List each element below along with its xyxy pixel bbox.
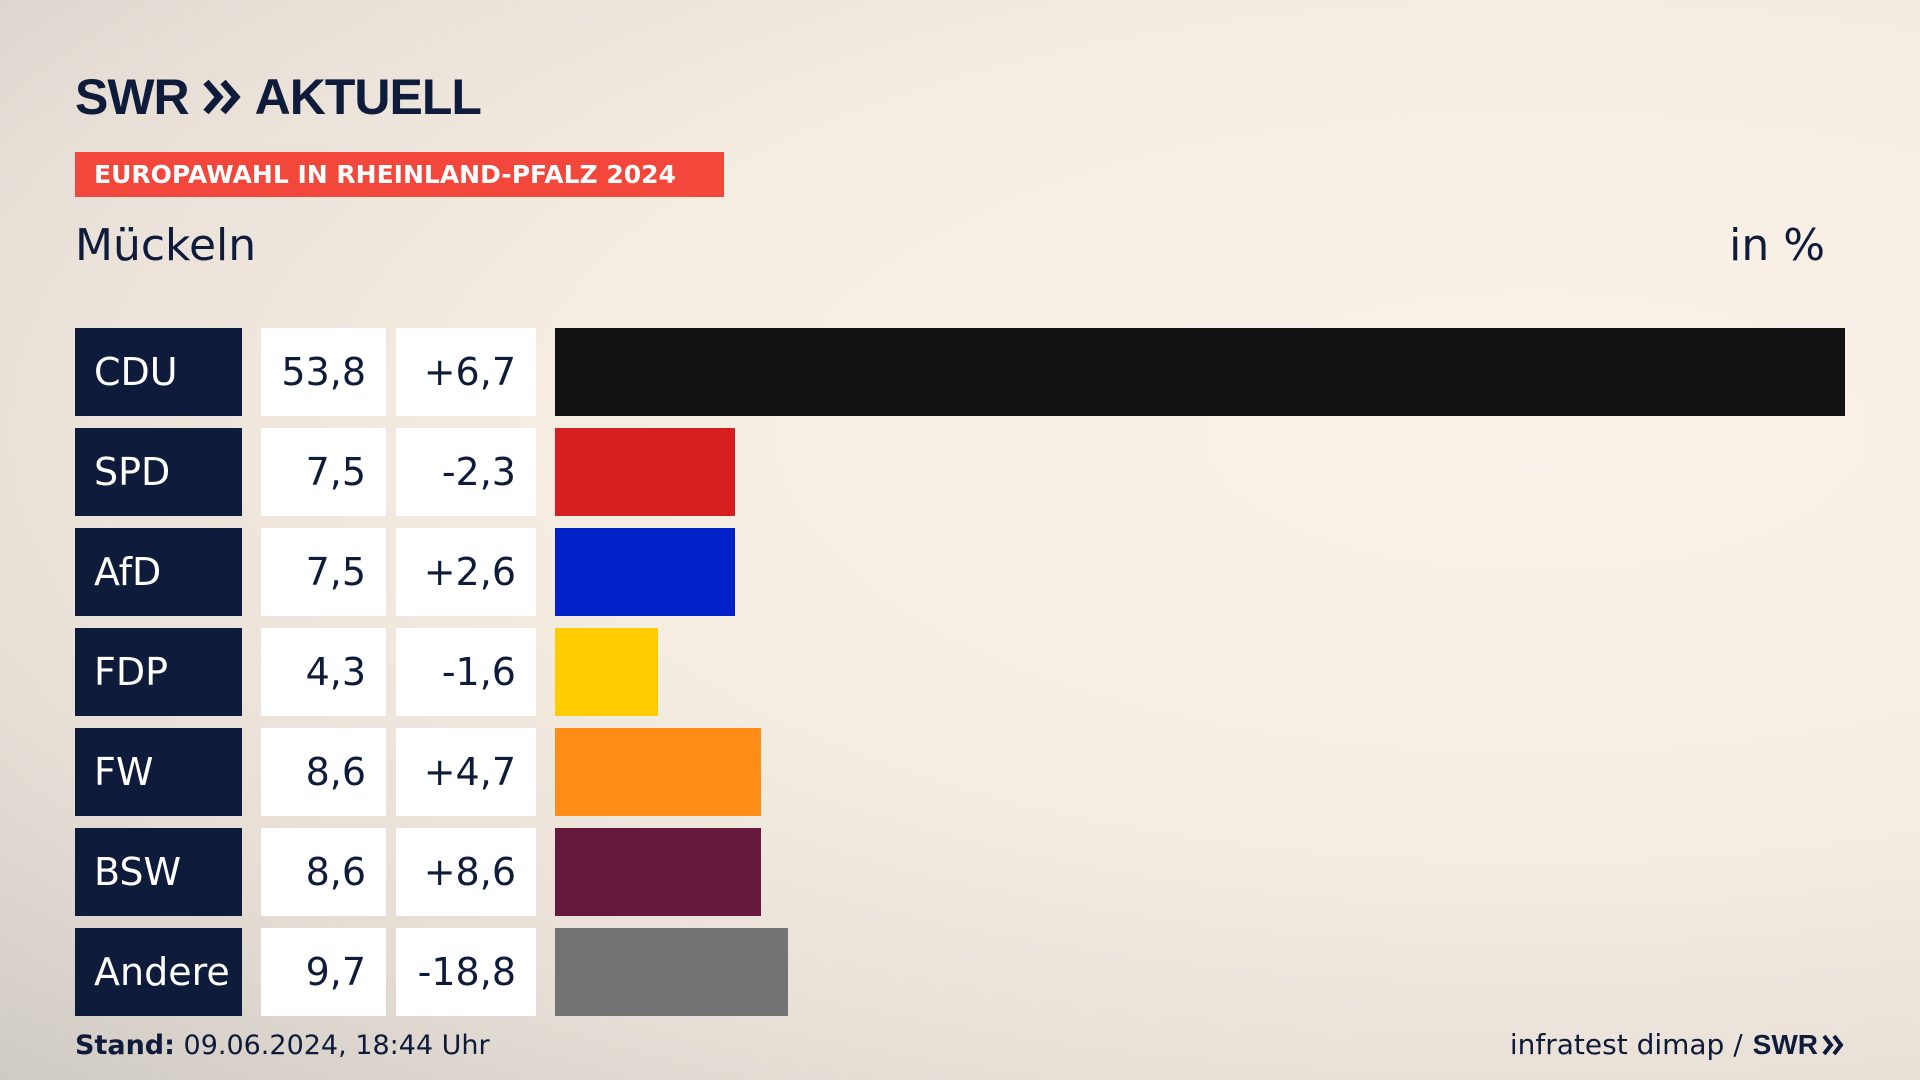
source-text: infratest dimap / <box>1509 1028 1743 1061</box>
value-label: 7,5 <box>261 428 386 516</box>
value-label: 8,6 <box>261 828 386 916</box>
bar <box>555 528 735 616</box>
diff-label: +8,6 <box>396 828 536 916</box>
party-label: FDP <box>75 628 242 716</box>
diff-label: -1,6 <box>396 628 536 716</box>
bar <box>555 328 1845 416</box>
timestamp: Stand: 09.06.2024, 18:44 Uhr <box>75 1030 490 1061</box>
value-label: 4,3 <box>261 628 386 716</box>
unit-label: in % <box>1729 220 1825 271</box>
double-chevron-icon <box>1822 1034 1844 1055</box>
swr-small-text: SWR <box>1752 1028 1818 1060</box>
place-title: Mückeln <box>75 220 257 271</box>
election-badge: EUROPAWAHL IN RHEINLAND-PFALZ 2024 <box>75 152 724 197</box>
bar <box>555 928 788 1016</box>
bar <box>555 428 735 516</box>
diff-label: -2,3 <box>396 428 536 516</box>
stand-label: Stand: <box>75 1030 175 1061</box>
party-label: SPD <box>75 428 242 516</box>
swr-small-logo: SWR <box>1753 1029 1844 1061</box>
party-label: Andere <box>75 928 242 1016</box>
diff-label: +6,7 <box>396 328 536 416</box>
bar <box>555 828 761 916</box>
diff-label: +2,6 <box>396 528 536 616</box>
stand-value: 09.06.2024, 18:44 Uhr <box>183 1030 490 1061</box>
value-label: 53,8 <box>261 328 386 416</box>
value-label: 7,5 <box>261 528 386 616</box>
double-chevron-icon <box>203 79 241 115</box>
party-label: FW <box>75 728 242 816</box>
diff-label: +4,7 <box>396 728 536 816</box>
party-label: AfD <box>75 528 242 616</box>
logo-aktuell-text: AKTUELL <box>254 69 482 125</box>
logo-swr-text: SWR <box>75 69 190 125</box>
swr-aktuell-logo: SWR AKTUELL <box>75 68 482 126</box>
party-label: CDU <box>75 328 242 416</box>
value-label: 9,7 <box>261 928 386 1016</box>
source-credit: infratest dimap / SWR <box>1510 1028 1844 1061</box>
party-label: BSW <box>75 828 242 916</box>
value-label: 8,6 <box>261 728 386 816</box>
bar <box>555 628 658 716</box>
bar <box>555 728 761 816</box>
diff-label: -18,8 <box>396 928 536 1016</box>
